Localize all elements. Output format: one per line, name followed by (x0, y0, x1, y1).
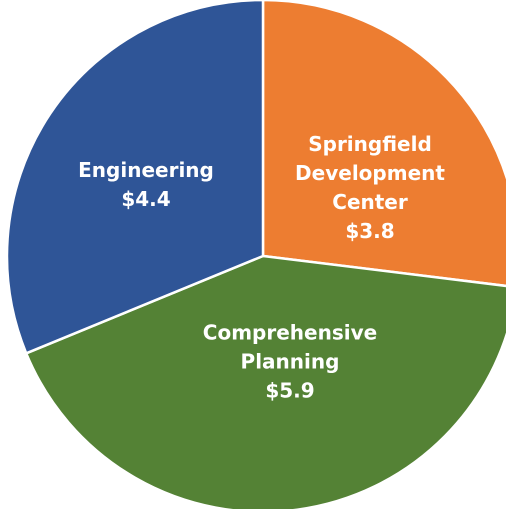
value-label: $4.4 (121, 187, 171, 211)
slice-label: Engineering $4.4 (71, 156, 221, 214)
category-label: Springfield Development Center (295, 132, 445, 214)
pie-slice (24, 254, 506, 509)
pie-slice (261, 0, 506, 288)
value-label: $3.8 (345, 219, 395, 243)
value-label: $5.9 (265, 378, 315, 403)
category-label: Comprehensive Planning (202, 320, 378, 374)
slice-label: Springfield Development Center $3.8 (285, 130, 455, 246)
category-label: Engineering (78, 158, 214, 182)
slice-label: Comprehensive Planning $5.9 (190, 319, 390, 406)
pie-slice (5, 0, 265, 355)
